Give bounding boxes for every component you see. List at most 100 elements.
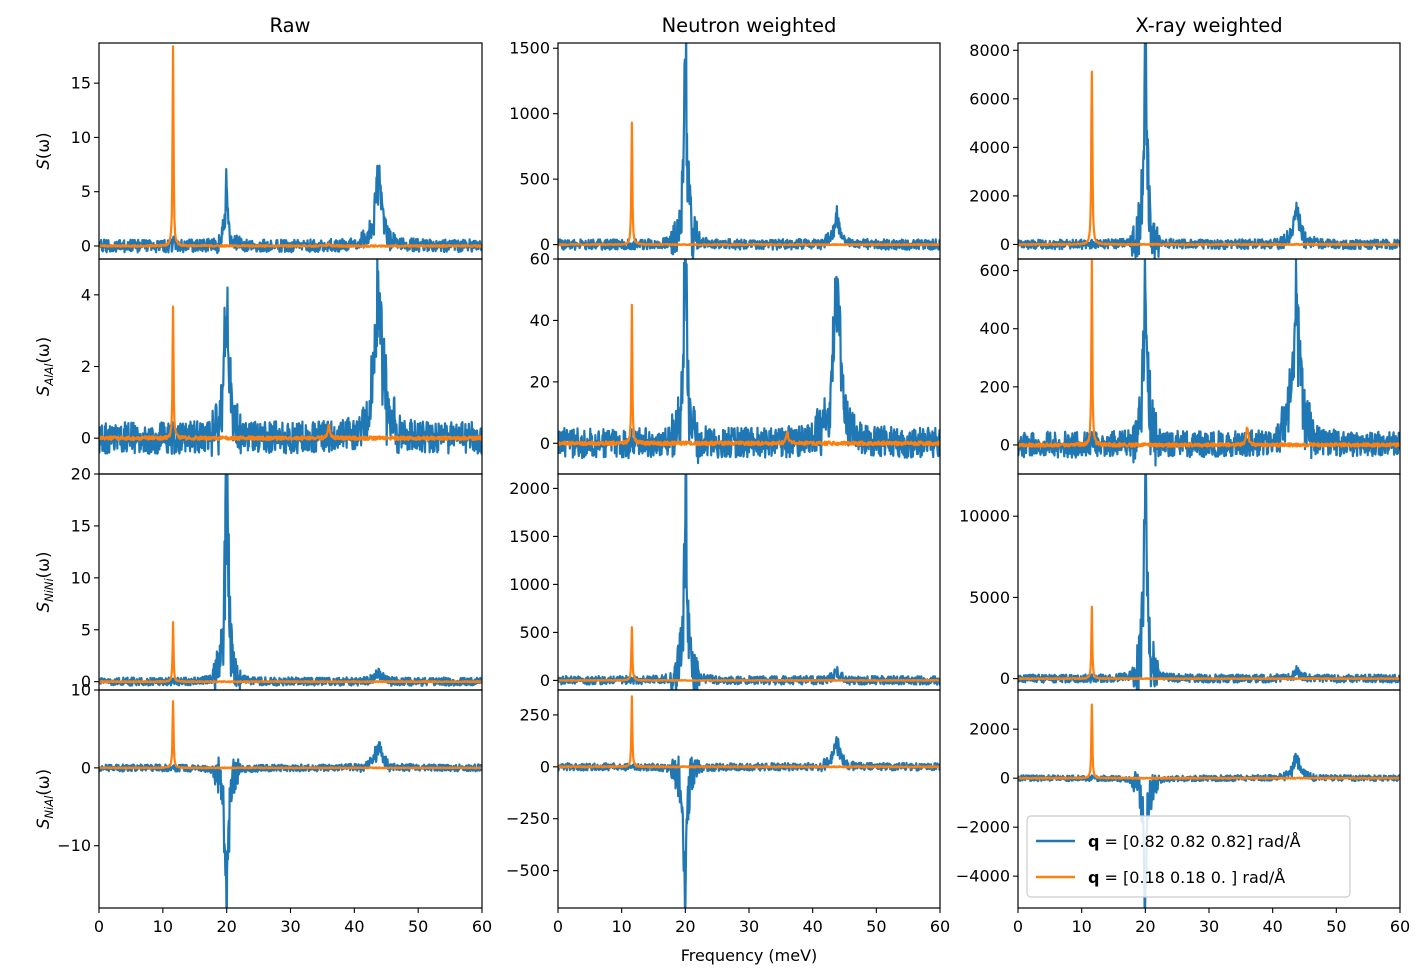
y-tick-label: 4000 — [969, 138, 1010, 157]
y-tick-label: 0 — [540, 757, 550, 776]
series-line-orange — [1018, 605, 1400, 681]
x-tick-label: 60 — [930, 917, 950, 936]
legend-entry: q = [0.18 0.18 0. ] rad/Å — [1088, 868, 1285, 887]
series-line-orange — [1018, 70, 1400, 247]
plot-area — [1018, 259, 1400, 467]
series-line-orange — [99, 700, 482, 770]
panel-c0-r1: 0 2 4 SAlAl(ω) — [34, 258, 483, 475]
y-tick-label: 0 — [540, 671, 550, 690]
row-ylabel: SAlAl(ω) — [34, 337, 56, 396]
series-line-orange — [558, 303, 940, 447]
y-tick-label: 20 — [530, 372, 550, 391]
y-tick-label: −250 — [506, 809, 550, 828]
x-tick-label: 0 — [553, 917, 563, 936]
y-tick-label: 400 — [979, 319, 1010, 338]
x-tick-label: 60 — [1390, 917, 1410, 936]
axes-frame — [98, 42, 483, 260]
y-tick-label: 0 — [1000, 235, 1010, 254]
y-tick-label: 0 — [540, 235, 550, 254]
y-tick-label: 10 — [71, 681, 91, 700]
panel-c1-r0: 0 500 1000 1500 — [509, 39, 941, 260]
series-line-orange — [99, 621, 482, 684]
x-tick-label: 40 — [1262, 917, 1282, 936]
y-tick-label: 0 — [1000, 435, 1010, 454]
axes-frame — [557, 473, 941, 691]
legend-entry: q = [0.82 0.82 0.82] rad/Å — [1088, 832, 1301, 851]
x-tick-label: 20 — [1135, 917, 1155, 936]
y-tick-label: 20 — [71, 465, 91, 484]
column-titles: Raw Neutron weighted X-ray weighted — [269, 14, 1282, 37]
y-tick-label: 6000 — [969, 89, 1010, 108]
panel-grid: 0 5 10 15 S(ω) 0 2 4 SAlAl(ω) 0 5 10 15 20 SNiNi(ω) −10… — [34, 39, 1410, 937]
series-line-blue — [1018, 43, 1400, 259]
series-line-blue — [558, 43, 940, 259]
series-line-orange — [1018, 703, 1400, 780]
column-title-xray: X-ray weighted — [1135, 14, 1282, 37]
y-tick-label: 10 — [71, 568, 91, 587]
plot-area — [99, 700, 482, 908]
series-line-orange — [1018, 259, 1400, 448]
y-tick-label: 0 — [81, 758, 91, 777]
y-tick-label: 0 — [1000, 769, 1010, 788]
x-tick-label: 20 — [216, 917, 236, 936]
plot-area — [558, 474, 940, 690]
panel-c2-r1: 0 200 400 600 — [979, 258, 1401, 475]
series-line-blue — [558, 259, 940, 465]
y-tick-label: 1000 — [509, 104, 550, 123]
y-tick-label: 2 — [81, 357, 91, 376]
axes-frame — [98, 473, 483, 691]
y-tick-label: −10 — [57, 836, 91, 855]
y-tick-label: 0 — [81, 672, 91, 691]
x-tick-label: 10 — [611, 917, 631, 936]
series-line-orange — [558, 121, 940, 247]
y-tick-label: 5 — [81, 182, 91, 201]
panel-c2-r2: 0 5000 10000 — [959, 473, 1401, 691]
axes-frame — [1017, 42, 1401, 260]
plot-area — [1018, 703, 1400, 908]
y-tick-label: 4 — [81, 285, 91, 304]
panel-c1-r2: 0 500 1000 1500 2000 — [509, 473, 941, 691]
panel-c2-r3: −4000 −2000 0 2000 0 10 20 30 40 50 60 — [956, 689, 1410, 936]
y-tick-label: 0 — [81, 236, 91, 255]
y-tick-label: 250 — [519, 705, 550, 724]
plot-area — [1018, 43, 1400, 259]
x-tick-label: 50 — [866, 917, 886, 936]
y-tick-label: 2000 — [969, 186, 1010, 205]
axes-frame — [557, 42, 941, 260]
x-tick-label: 20 — [675, 917, 695, 936]
y-tick-label: 15 — [71, 74, 91, 93]
y-tick-label: 1500 — [509, 39, 550, 58]
legend-box — [1026, 815, 1351, 898]
y-tick-label: 0 — [540, 434, 550, 453]
series-line-blue — [99, 259, 482, 458]
x-tick-label: 30 — [739, 917, 759, 936]
row-ylabel: SNiNi(ω) — [34, 552, 56, 613]
x-tick-label: 0 — [94, 917, 104, 936]
series-line-blue — [558, 735, 940, 908]
x-tick-label: 10 — [153, 917, 173, 936]
x-tick-label: 30 — [1199, 917, 1219, 936]
series-line-blue — [1018, 259, 1400, 467]
x-axis-label: Frequency (meV) — [681, 946, 818, 965]
y-tick-label: 1500 — [509, 527, 550, 546]
y-tick-label: 60 — [530, 250, 550, 269]
y-tick-label: 2000 — [969, 720, 1010, 739]
y-tick-label: 8000 — [969, 41, 1010, 60]
panel-c0-r3: −10 0 10 0 10 20 30 40 50 60 SNiAl(ω) — [34, 681, 492, 937]
plot-area — [99, 474, 482, 690]
x-tick-label: 50 — [408, 917, 428, 936]
series-line-orange — [558, 695, 940, 769]
y-tick-label: 600 — [979, 261, 1010, 280]
plot-area — [1018, 474, 1400, 690]
plot-area — [99, 45, 482, 255]
x-tick-label: 40 — [344, 917, 364, 936]
series-line-orange — [558, 626, 940, 682]
panel-c1-r1: 0 20 40 60 — [530, 250, 941, 475]
y-tick-label: 500 — [519, 170, 550, 189]
x-tick-label: 0 — [1013, 917, 1023, 936]
y-tick-label: 5 — [81, 620, 91, 639]
y-tick-label: 40 — [530, 311, 550, 330]
panel-c2-r0: 0 2000 4000 6000 8000 — [969, 41, 1401, 260]
axes-frame — [98, 689, 483, 909]
